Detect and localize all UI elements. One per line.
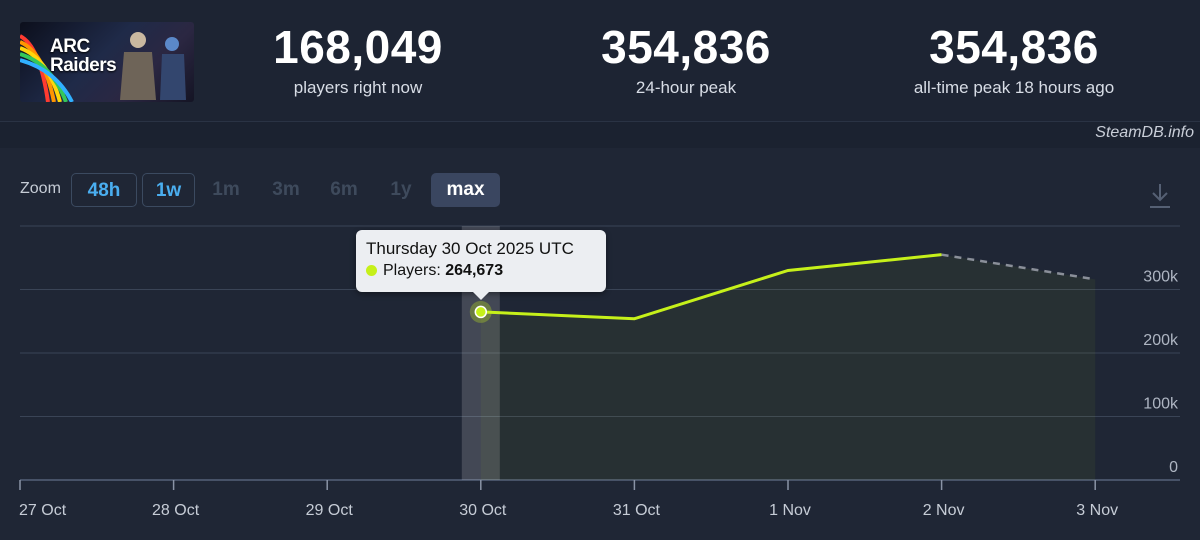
stat-value: 354,836 bbox=[929, 21, 1099, 73]
stat-value: 168,049 bbox=[273, 21, 443, 73]
zoom-6m-button[interactable]: 6m bbox=[330, 179, 358, 200]
chart-panel bbox=[0, 148, 1200, 540]
x-axis-ticks: 27 Oct 28 Oct 29 Oct 30 Oct 31 Oct 1 Nov 2 Nov… bbox=[19, 480, 1118, 519]
stat-value: 354,836 bbox=[601, 21, 771, 73]
x-tick-label: 31 Oct bbox=[613, 502, 661, 519]
x-tick-label: 1 Nov bbox=[769, 502, 811, 519]
steamdb-credit[interactable]: SteamDB.info bbox=[1095, 124, 1194, 141]
series-area-fill bbox=[480, 254, 1096, 480]
x-tick-label: 28 Oct bbox=[152, 502, 200, 519]
zoom-max-button[interactable]: max bbox=[431, 173, 500, 207]
x-tick-label: 29 Oct bbox=[306, 502, 354, 519]
highlight-point bbox=[474, 305, 488, 319]
zoom-label: Zoom bbox=[20, 180, 61, 197]
series-line-players bbox=[480, 253, 942, 321]
series-color-dot bbox=[366, 265, 377, 276]
stats-bar: ARC Raiders 168,049 players right now 35… bbox=[0, 0, 1200, 122]
x-tick-label: 3 Nov bbox=[1076, 502, 1118, 519]
tooltip-row: Players: 264,673 bbox=[366, 262, 503, 280]
zoom-1w-button[interactable]: 1w bbox=[142, 173, 195, 207]
y-tick-label: 200k bbox=[1143, 332, 1179, 349]
y-tick-label: 300k bbox=[1143, 269, 1179, 286]
stat-all-time-peak: 354,836 all-time peak 18 hours ago bbox=[884, 22, 1144, 98]
y-tick-label: 100k bbox=[1143, 396, 1179, 413]
game-logo[interactable]: ARC Raiders bbox=[20, 22, 194, 102]
data-points bbox=[469, 300, 492, 323]
game-logo-text: ARC Raiders bbox=[50, 36, 117, 76]
x-tick-label: 2 Nov bbox=[923, 502, 965, 519]
y-axis-ticks: 0 100k 200k 300k bbox=[1143, 269, 1179, 477]
tooltip-title: Thursday 30 Oct 2025 UTC bbox=[366, 239, 574, 258]
chart-tooltip: Thursday 30 Oct 2025 UTC Players: 264,67… bbox=[356, 230, 606, 292]
tooltip-series-label: Players: bbox=[383, 262, 441, 279]
tooltip-arrow bbox=[472, 291, 490, 300]
zoom-1m-button[interactable]: 1m bbox=[212, 179, 240, 200]
tooltip-value: 264,673 bbox=[445, 262, 504, 279]
zoom-3m-button[interactable]: 3m bbox=[272, 179, 300, 200]
stat-players-now: 168,049 players right now bbox=[258, 22, 458, 98]
stat-24h-peak: 354,836 24-hour peak bbox=[586, 22, 786, 98]
stat-label: 24-hour peak bbox=[635, 78, 737, 97]
stat-label: players right now bbox=[293, 78, 423, 97]
grid-lines bbox=[20, 225, 1180, 481]
stat-label: all-time peak 18 hours ago bbox=[913, 78, 1115, 97]
y-tick-label: 0 bbox=[1169, 459, 1178, 476]
x-tick-label: 30 Oct bbox=[459, 502, 507, 519]
x-tick-label: 27 Oct bbox=[19, 502, 67, 519]
game-art bbox=[20, 32, 186, 102]
download-icon[interactable] bbox=[1148, 182, 1172, 210]
zoom-48h-button[interactable]: 48h bbox=[71, 173, 137, 207]
zoom-1y-button[interactable]: 1y bbox=[390, 179, 412, 200]
